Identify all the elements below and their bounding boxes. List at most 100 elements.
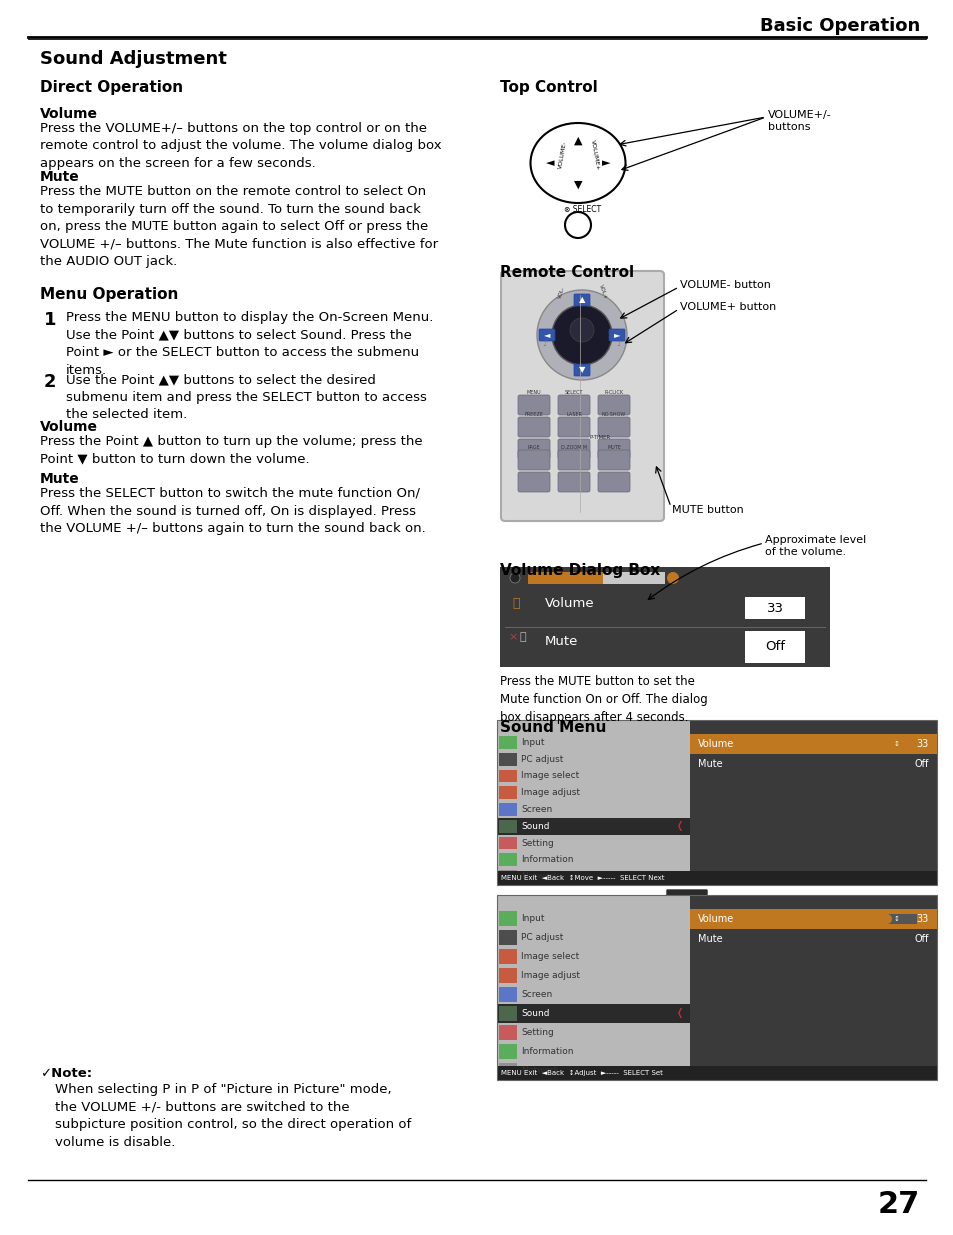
FancyBboxPatch shape	[598, 450, 629, 471]
Bar	[498, 930, 517, 945]
Bar	[497, 1066, 936, 1079]
Text: ▼: ▼	[573, 180, 581, 190]
Text: Volume: Volume	[40, 107, 98, 121]
Bar	[497, 947, 689, 966]
Bar	[498, 1044, 517, 1058]
Bar	[498, 820, 517, 832]
Text: D.ZOOM M: D.ZOOM M	[560, 445, 586, 450]
Text: Screen: Screen	[520, 990, 552, 999]
Circle shape	[564, 212, 590, 238]
Text: MENU Exit  ◄Back  ↕Adjust  ►-----  SELECT Set: MENU Exit ◄Back ↕Adjust ►----- SELECT Se…	[500, 1070, 662, 1076]
Text: When selecting P in P of "Picture in Picture" mode,
the VOLUME +/- buttons are s: When selecting P in P of "Picture in Pic…	[55, 1083, 411, 1149]
Bar	[846, 914, 916, 924]
Text: MUTE button: MUTE button	[671, 505, 743, 515]
Bar	[498, 948, 517, 965]
Bar	[497, 1042, 689, 1061]
FancyBboxPatch shape	[517, 417, 550, 437]
Text: PC adjust: PC adjust	[520, 755, 563, 763]
Text: ⊗ SELECT: ⊗ SELECT	[563, 205, 600, 215]
Bar	[497, 909, 689, 927]
FancyBboxPatch shape	[558, 417, 589, 437]
Text: Volume: Volume	[698, 739, 734, 748]
Bar	[498, 753, 517, 766]
Circle shape	[569, 317, 594, 342]
Text: Menu Operation: Menu Operation	[40, 287, 178, 303]
Text: 🔊: 🔊	[512, 597, 519, 610]
Text: Setting: Setting	[520, 839, 553, 847]
Text: 2: 2	[44, 373, 56, 391]
Text: MENU Exit  ◄Back  ↕Move  ►-----  SELECT Next: MENU Exit ◄Back ↕Move ►----- SELECT Next	[500, 876, 664, 881]
Circle shape	[537, 290, 626, 380]
Bar	[499, 589, 539, 627]
Text: Sound Adjustment: Sound Adjustment	[40, 49, 227, 68]
Text: Top Control: Top Control	[499, 80, 598, 95]
Text: Mute: Mute	[40, 170, 80, 184]
FancyBboxPatch shape	[538, 329, 555, 341]
Text: LASER: LASER	[565, 412, 581, 417]
Text: MUTE: MUTE	[606, 445, 620, 450]
Text: Image adjust: Image adjust	[520, 788, 579, 798]
Bar	[527, 572, 664, 584]
Text: Press the Point ▲ button to turn up the volume; press the
Point ▼ button to turn: Press the Point ▲ button to turn up the …	[40, 435, 422, 466]
Bar	[498, 769, 517, 782]
Bar	[497, 871, 936, 885]
Text: 1: 1	[44, 311, 56, 329]
Bar	[498, 987, 517, 1002]
FancyBboxPatch shape	[558, 438, 589, 459]
Text: ▼: ▼	[578, 366, 584, 374]
Bar	[498, 736, 517, 748]
FancyBboxPatch shape	[517, 472, 550, 492]
Bar	[499, 627, 829, 667]
Text: Image adjust: Image adjust	[520, 971, 579, 981]
Bar	[497, 768, 689, 784]
Text: Volume: Volume	[698, 914, 734, 924]
Text: ►: ►	[613, 331, 619, 340]
Text: PC adjust: PC adjust	[520, 932, 563, 942]
FancyBboxPatch shape	[598, 417, 629, 437]
Text: SELECT: SELECT	[564, 390, 582, 395]
Bar	[498, 911, 517, 926]
Text: Remote Control: Remote Control	[499, 266, 634, 280]
Ellipse shape	[530, 124, 625, 203]
Text: Off: Off	[914, 934, 928, 944]
Text: Setting: Setting	[520, 1028, 553, 1037]
Bar	[497, 802, 689, 818]
Bar	[497, 720, 689, 885]
Text: Off: Off	[764, 641, 784, 653]
Text: Volume Dialog Box: Volume Dialog Box	[499, 563, 659, 578]
Text: VOLUME+/-: VOLUME+/-	[767, 110, 831, 120]
Bar	[497, 734, 689, 751]
Text: Sound: Sound	[520, 1009, 549, 1018]
Text: of the volume.: of the volume.	[764, 547, 845, 557]
Bar	[497, 986, 689, 1004]
Bar	[497, 720, 936, 885]
Circle shape	[666, 572, 679, 584]
Text: Mute: Mute	[544, 635, 578, 648]
Bar	[498, 787, 517, 799]
Bar	[497, 895, 689, 1079]
Text: Network: Network	[520, 872, 558, 881]
Text: 33: 33	[765, 601, 782, 615]
Text: ✓Note:: ✓Note:	[40, 1067, 92, 1079]
Text: Basic Operation: Basic Operation	[759, 17, 919, 35]
Text: Direct Operation: Direct Operation	[40, 80, 183, 95]
Text: Press the MENU button to display the On-Screen Menu.
Use the Point ▲▼ buttons to: Press the MENU button to display the On-…	[66, 311, 433, 377]
Text: Screen: Screen	[520, 805, 552, 814]
Text: ▲: ▲	[573, 136, 581, 146]
Text: VOLUME-: VOLUME-	[558, 141, 567, 169]
FancyBboxPatch shape	[500, 270, 663, 521]
FancyBboxPatch shape	[517, 450, 550, 471]
Text: Press the SELECT button to switch the mute function On/
Off. When the sound is t: Press the SELECT button to switch the mu…	[40, 487, 425, 535]
Text: NO.SHOW: NO.SHOW	[601, 412, 625, 417]
Text: buttons: buttons	[767, 122, 810, 132]
Bar	[499, 567, 829, 589]
Text: Mute: Mute	[698, 760, 721, 769]
Bar	[744, 631, 804, 663]
Text: VOL+: VOL+	[598, 284, 607, 300]
Text: VOLUME+: VOLUME+	[589, 140, 599, 170]
Text: ×: ×	[507, 632, 517, 642]
Text: VOL-: VOL-	[557, 285, 565, 299]
Circle shape	[552, 305, 612, 366]
Bar	[498, 1063, 517, 1078]
Bar	[497, 818, 689, 835]
